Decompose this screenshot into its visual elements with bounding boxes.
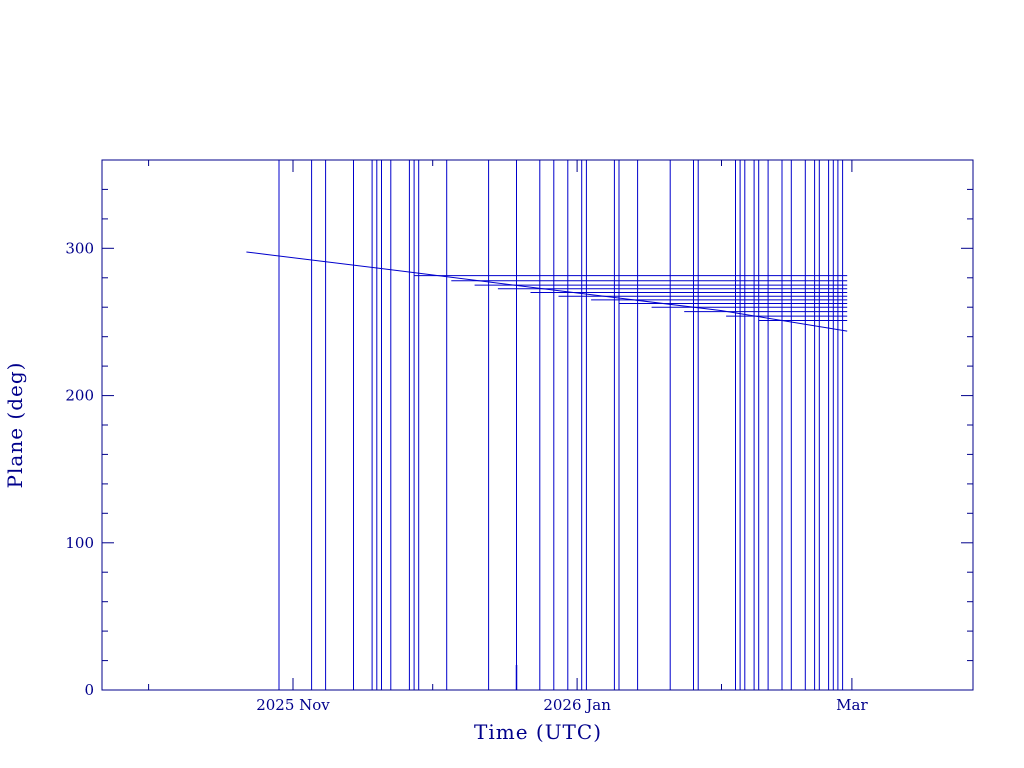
x-tick-label: Mar	[836, 696, 868, 714]
axis-ticks	[102, 159, 973, 691]
x-tick-label: 2026 Jan	[543, 696, 611, 714]
tick-labels: 0 100 200 300 2025 Nov 2026 Jan Mar	[65, 239, 868, 714]
plot-content	[246, 160, 848, 690]
y-tick-label: 200	[65, 387, 94, 405]
y-axis-title: Plane (deg)	[3, 362, 27, 489]
x-axis-title: Time (UTC)	[474, 720, 602, 744]
y-tick-label: 0	[84, 681, 94, 699]
y-tick-label: 300	[65, 239, 94, 257]
x-tick-label: 2025 Nov	[256, 696, 330, 714]
y-tick-label: 100	[65, 534, 94, 552]
series-line	[246, 251, 848, 332]
